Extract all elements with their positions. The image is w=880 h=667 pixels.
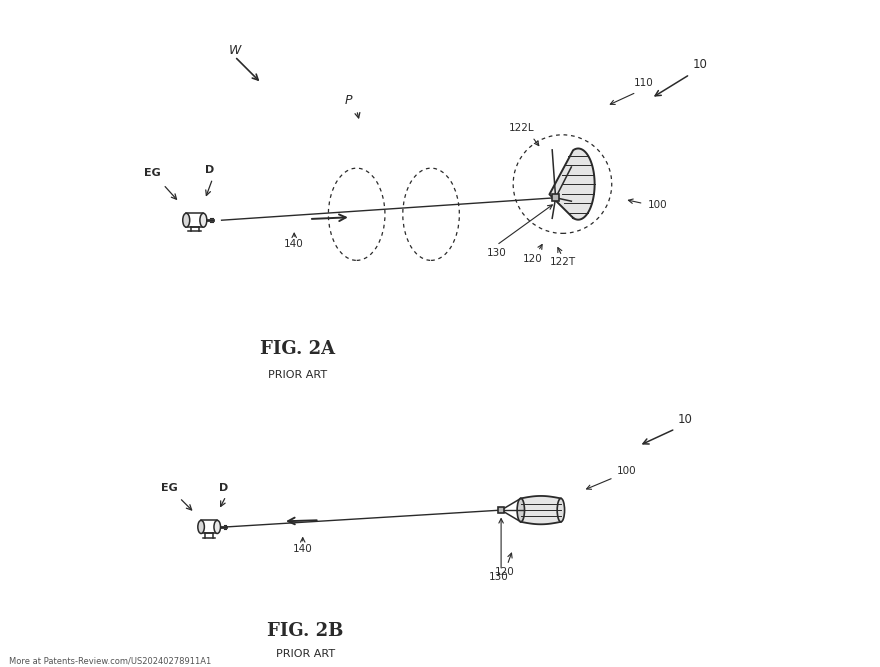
Text: FIG. 2B: FIG. 2B — [268, 622, 344, 640]
Text: 100: 100 — [649, 200, 668, 210]
Text: 10: 10 — [678, 414, 693, 426]
Ellipse shape — [517, 498, 524, 522]
Ellipse shape — [200, 213, 207, 227]
Text: 130: 130 — [487, 248, 506, 258]
Text: 130: 130 — [488, 572, 508, 582]
Text: 122L: 122L — [509, 123, 534, 133]
Text: 10: 10 — [693, 59, 708, 71]
Text: PRIOR ART: PRIOR ART — [276, 649, 335, 659]
Text: More at Patents-Review.com/US20240278911A1: More at Patents-Review.com/US20240278911… — [9, 657, 211, 666]
Text: 140: 140 — [293, 544, 312, 554]
Polygon shape — [521, 496, 561, 524]
Text: P: P — [345, 94, 352, 107]
Ellipse shape — [183, 213, 190, 227]
FancyBboxPatch shape — [552, 194, 559, 201]
Ellipse shape — [557, 498, 565, 522]
Text: 140: 140 — [284, 239, 304, 249]
Text: 120: 120 — [523, 254, 542, 264]
Text: FIG. 2A: FIG. 2A — [260, 340, 334, 358]
Text: EG: EG — [161, 482, 178, 492]
Text: W: W — [229, 43, 241, 57]
Text: PRIOR ART: PRIOR ART — [268, 370, 326, 380]
Text: D: D — [205, 165, 214, 175]
FancyBboxPatch shape — [498, 507, 504, 513]
Polygon shape — [549, 149, 595, 219]
Text: EG: EG — [143, 167, 160, 177]
Ellipse shape — [214, 520, 221, 534]
Text: D: D — [219, 482, 228, 492]
Ellipse shape — [198, 520, 204, 534]
Text: 122T: 122T — [550, 257, 576, 267]
Text: 100: 100 — [617, 466, 636, 476]
Text: 120: 120 — [495, 566, 514, 576]
Text: 110: 110 — [634, 78, 653, 88]
